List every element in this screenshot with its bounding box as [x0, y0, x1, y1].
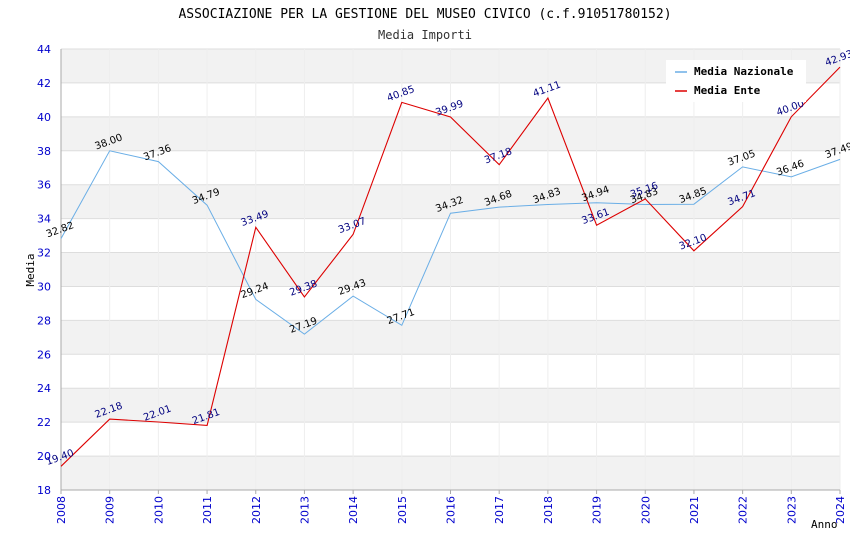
y-tick-label: 34: [37, 213, 51, 226]
series-line-media-ente: [60, 66, 841, 467]
x-tick-label: 2008: [55, 496, 68, 524]
legend-label-media-nazionale: Media Nazionale: [694, 65, 794, 78]
y-axis-label: Media: [24, 253, 37, 286]
y-tick-label: 30: [37, 280, 51, 293]
y-tick-label: 32: [37, 247, 51, 260]
y-tick-label: 38: [37, 145, 51, 158]
x-tick-label: 2011: [201, 496, 214, 524]
x-tick-label: 2021: [688, 496, 701, 524]
legend: Media Nazionale Media Ente: [666, 60, 806, 102]
y-tick-label: 36: [37, 179, 51, 192]
x-tick-label: 2017: [493, 496, 506, 524]
series-lines: [60, 66, 841, 467]
x-tick-label: 2018: [542, 496, 555, 524]
y-tick-label: 18: [37, 484, 51, 497]
y-tick-label: 22: [37, 416, 51, 429]
x-tick-label: 2019: [591, 496, 604, 524]
x-tick-label: 2022: [737, 496, 750, 524]
y-tick-label: 26: [37, 348, 51, 361]
x-tick-label: 2012: [250, 496, 263, 524]
y-tick-label: 20: [37, 450, 51, 463]
x-tick-label: 2009: [104, 496, 117, 524]
data-label-ente: 40.85: [386, 84, 417, 104]
y-tick-labels: 18 20 22 24 26 28 30 32 34 36 38 40 42 44: [37, 43, 51, 497]
x-tick-label: 2015: [396, 496, 409, 524]
legend-background: [666, 60, 806, 102]
x-axis-label: Anno: [811, 518, 838, 531]
x-tick-label: 2014: [347, 496, 360, 524]
x-tick-label: 2020: [639, 496, 652, 524]
series-line-media-nazionale: [60, 150, 841, 335]
x-tick-label: 2013: [298, 496, 311, 524]
data-label-nazionale: 36.46: [775, 158, 806, 178]
x-tick-label: 2023: [785, 496, 798, 524]
y-tick-label: 44: [37, 43, 51, 56]
data-label-nazionale: 37.05: [726, 148, 757, 168]
y-tick-label: 24: [37, 382, 51, 395]
x-tick-label: 2010: [152, 496, 165, 524]
y-tick-label: 28: [37, 314, 51, 327]
legend-label-media-ente: Media Ente: [694, 84, 761, 97]
y-tick-label: 42: [37, 77, 51, 90]
x-tick-label: 2016: [445, 496, 458, 524]
y-tick-label: 40: [37, 111, 51, 124]
x-tick-label: 2024: [834, 496, 847, 524]
data-label-ente: 39.99: [434, 99, 465, 119]
x-tick-labels: 2008 2009 2010 2011 2012 2013 2014 2015 2016 2017…: [55, 490, 847, 524]
chart-subtitle: Media Importi: [378, 28, 472, 42]
chart-title: ASSOCIAZIONE PER LA GESTIONE DEL MUSEO C…: [178, 7, 671, 22]
